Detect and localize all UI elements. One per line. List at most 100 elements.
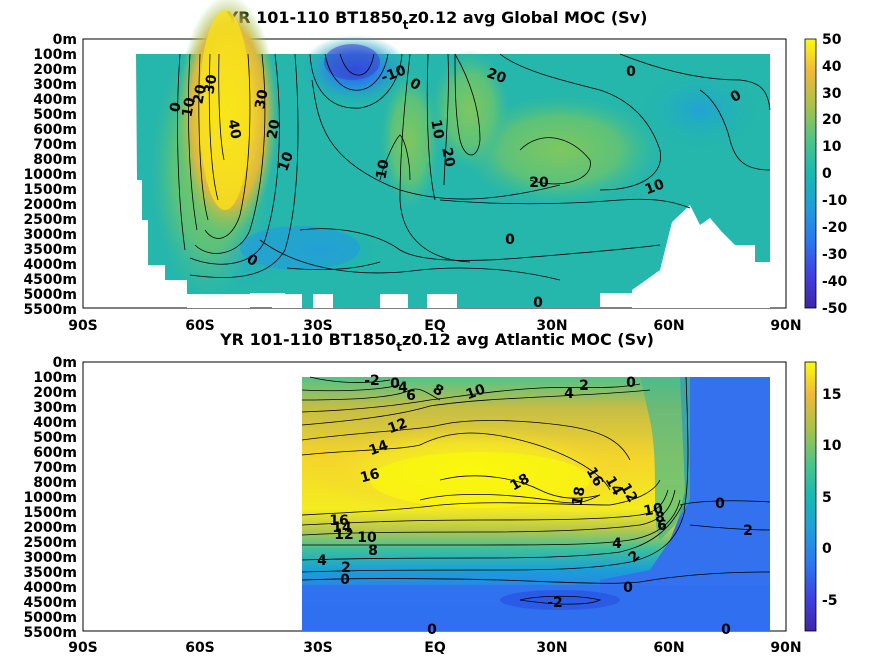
y-tick-label: 2500m	[23, 212, 77, 228]
y-tick-label: 700m	[33, 137, 77, 153]
x-tick-label: 60N	[653, 640, 684, 656]
contour-label: 30	[201, 73, 220, 95]
contour-label: 0	[721, 622, 731, 638]
global-moc-panel: YR 101-110 BT1850tz0.12 avg Global MOC (…	[23, 0, 848, 334]
x-tick-label: 90N	[770, 640, 801, 656]
colorbar-tick: 20	[822, 112, 842, 128]
contour-label: 8	[655, 510, 665, 526]
x-tick-label: 90S	[68, 318, 98, 334]
y-tick-label: 300m	[33, 400, 77, 416]
y-tick-label: 2000m	[23, 197, 77, 213]
contour-label: 10	[275, 149, 297, 173]
atlantic-title: YR 101-110 BT1850tz0.12 avg Atlantic MOC…	[219, 330, 654, 354]
contour-label: 0	[623, 580, 633, 596]
contour-label: 4	[317, 553, 327, 569]
x-tick-label: 90S	[68, 640, 98, 656]
y-tick-label: 5000m	[23, 610, 77, 626]
contour-label: -2	[547, 595, 563, 611]
y-tick-label: 400m	[33, 92, 77, 108]
contour-label: 10	[179, 96, 198, 118]
y-tick-label: 0m	[53, 32, 77, 48]
y-tick-label: 700m	[33, 460, 77, 476]
y-tick-label: 2000m	[23, 520, 77, 536]
y-tick-label: 5500m	[23, 625, 77, 641]
atlantic-x-axis: 90S 60S 30S EQ 30N 60N 90N	[68, 640, 801, 656]
x-tick-label: EQ	[424, 318, 446, 334]
x-tick-label: 60S	[185, 640, 215, 656]
y-tick-label: 1000m	[23, 490, 77, 506]
y-tick-label: 600m	[33, 122, 77, 138]
y-tick-label: 100m	[33, 47, 77, 63]
x-tick-label: 30N	[536, 318, 567, 334]
y-tick-label: 1500m	[23, 182, 77, 198]
contour-label: 10	[642, 500, 664, 519]
colorbar-tick: 50	[822, 32, 842, 48]
contour-label: 0	[626, 64, 636, 80]
colorbar-tick: -10	[822, 193, 848, 209]
contour-label: 0	[715, 496, 725, 512]
contour-label: 10	[373, 158, 392, 180]
y-tick-label: 500m	[33, 107, 77, 123]
y-tick-label: 200m	[33, 62, 77, 78]
y-tick-label: 3500m	[23, 565, 77, 581]
y-tick-label: 1000m	[23, 167, 77, 183]
contour-label: 4	[564, 386, 574, 402]
contour-label: 0	[340, 572, 350, 588]
global-x-axis: 90S 60S 30S EQ 30N 60N 90N	[68, 318, 801, 334]
global-title: YR 101-110 BT1850tz0.12 avg Global MOC (…	[226, 8, 648, 32]
contour-label: 4	[612, 536, 622, 552]
y-tick-label: 500m	[33, 430, 77, 446]
atlantic-colorbar: 15 10 5 0 -5	[804, 361, 842, 632]
contour-label: 0	[167, 101, 184, 114]
contour-label: 40	[224, 118, 243, 140]
contour-label: 10	[427, 118, 446, 140]
contour-label: 0	[390, 376, 400, 392]
y-tick-label: 3000m	[23, 550, 77, 566]
x-tick-label: 30N	[536, 640, 567, 656]
colorbar-tick: 30	[822, 86, 842, 102]
contour-label: 0	[427, 622, 437, 638]
contour-label: 10	[357, 530, 377, 546]
colorbar-tick: -40	[822, 274, 848, 290]
y-tick-label: 100m	[33, 370, 77, 386]
y-tick-label: 200m	[33, 385, 77, 401]
contour-label: 2	[743, 523, 753, 539]
contour-label: 6	[406, 388, 416, 404]
x-tick-label: 30S	[303, 640, 333, 656]
x-tick-label: 60S	[185, 318, 215, 334]
contour-label: 2	[341, 560, 351, 576]
contour-label: 20	[264, 118, 283, 140]
y-tick-label: 1500m	[23, 505, 77, 521]
contour-label: 12	[334, 527, 353, 543]
y-tick-label: 5500m	[23, 302, 77, 318]
y-tick-label: 4000m	[23, 580, 77, 596]
y-tick-label: 800m	[33, 475, 77, 491]
y-tick-label: 4000m	[23, 257, 77, 273]
colorbar-tick: 0	[822, 541, 832, 557]
contour-label: 16	[329, 513, 348, 529]
contour-label: 16	[358, 466, 381, 486]
contour-label: 4	[398, 380, 408, 396]
contour-label: 8	[368, 543, 378, 559]
contour-label: 20	[484, 65, 508, 87]
atlantic-moc-panel: YR 101-110 BT1850tz0.12 avg Atlantic MOC…	[23, 330, 841, 656]
y-tick-label: 4500m	[23, 272, 77, 288]
contour-label: 12	[386, 415, 410, 437]
x-tick-label: 60N	[653, 318, 684, 334]
contour-label: 20	[438, 146, 457, 168]
colorbar-tick: 40	[822, 59, 842, 75]
x-tick-label: 30S	[303, 318, 333, 334]
atlantic-field	[301, 376, 771, 631]
contour-label: 0	[626, 375, 636, 391]
x-tick-label: EQ	[424, 640, 446, 656]
colorbar-tick: -5	[822, 593, 838, 609]
y-tick-label: 800m	[33, 152, 77, 168]
contour-label: 10	[464, 381, 488, 403]
atlantic-y-axis: 0m 100m 200m 300m 400m 500m 600m 700m 80…	[23, 355, 77, 641]
y-tick-label: 0m	[53, 355, 77, 371]
y-tick-label: 5000m	[23, 287, 77, 303]
contour-label: -2	[364, 373, 380, 389]
contour-label: 0	[505, 232, 515, 248]
colorbar-tick: 15	[822, 387, 841, 403]
